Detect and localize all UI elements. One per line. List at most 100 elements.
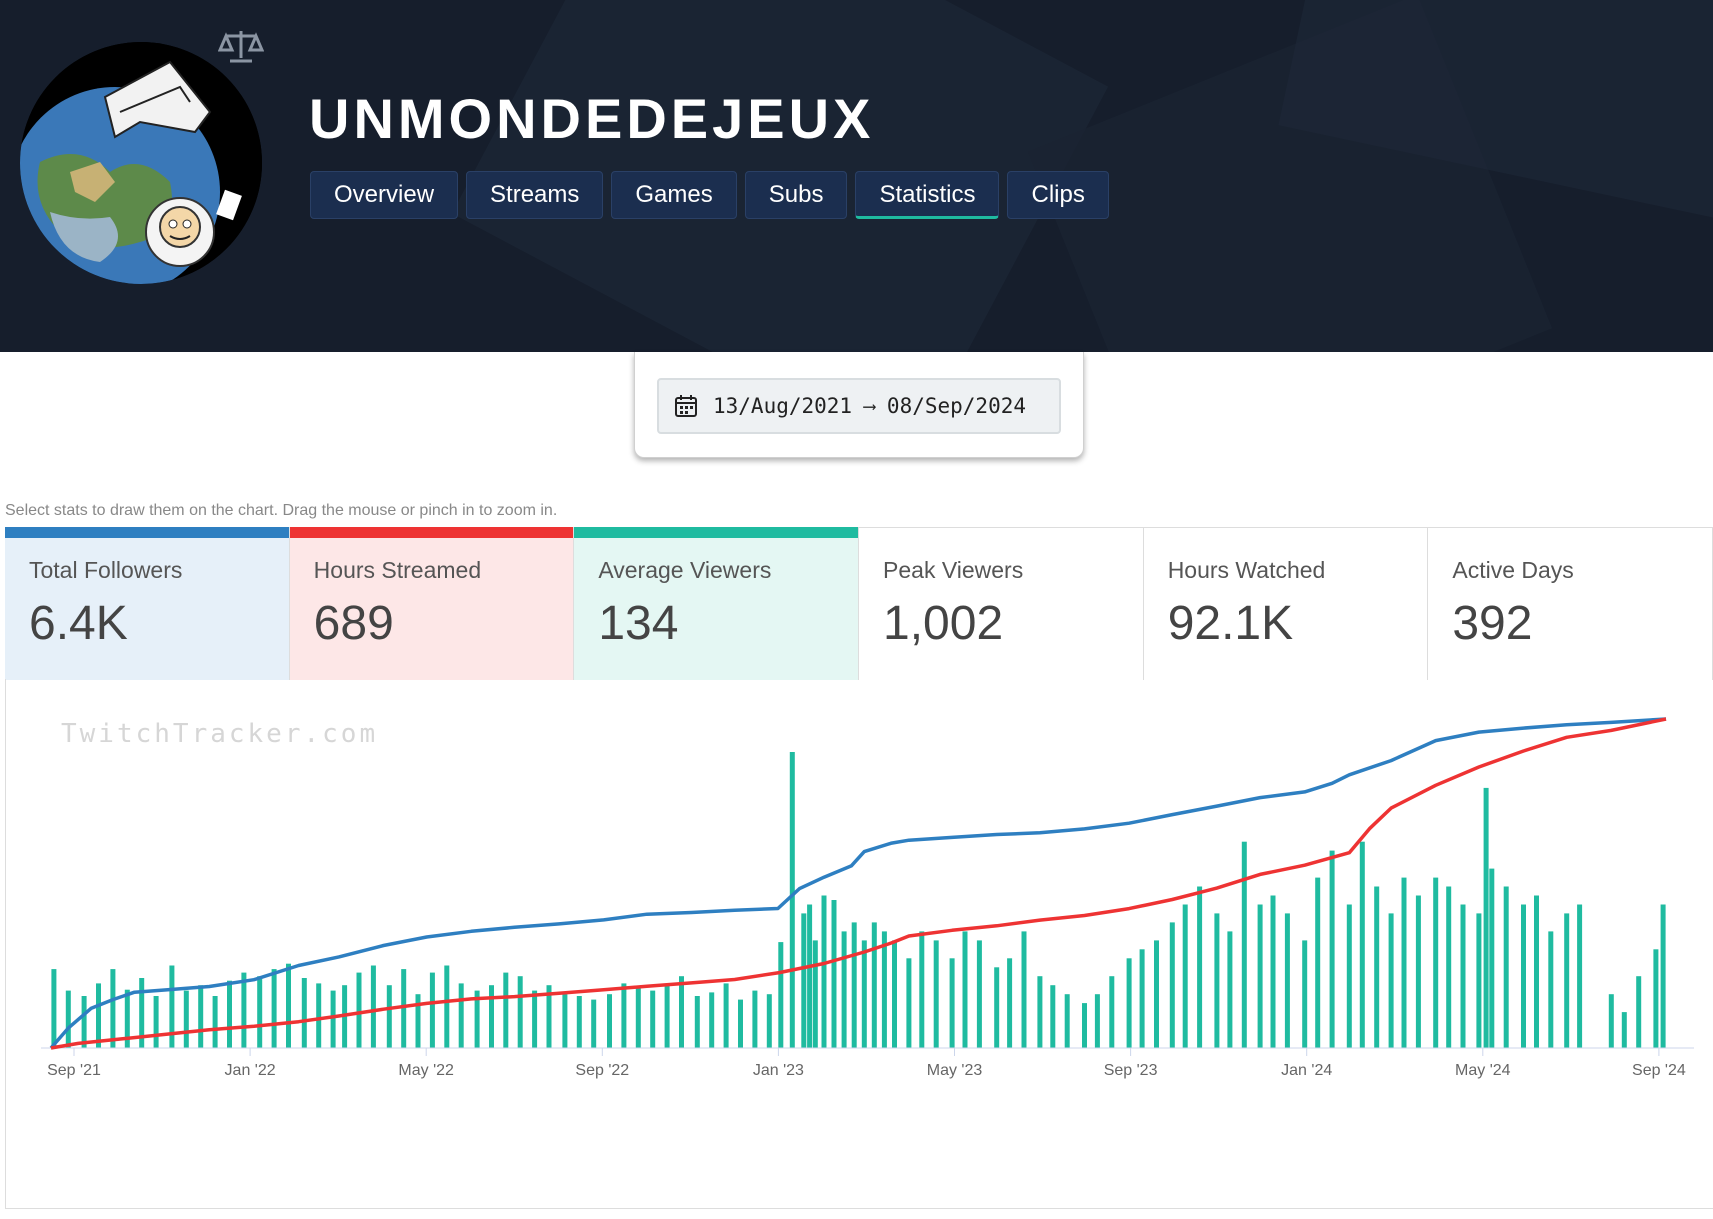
chart-bar[interactable] xyxy=(96,983,101,1048)
chart-bar[interactable] xyxy=(871,922,877,1048)
chart-bar[interactable] xyxy=(65,990,71,1048)
chart-bar[interactable] xyxy=(1503,886,1509,1049)
chart-bar[interactable] xyxy=(851,922,857,1048)
stat-peak-viewers[interactable]: Peak Viewers 1,002 xyxy=(859,528,1144,680)
chart-bar[interactable] xyxy=(1126,958,1132,1048)
chart-bar[interactable] xyxy=(1564,913,1570,1048)
stat-hours-streamed[interactable]: Hours Streamed 689 xyxy=(289,527,575,680)
stat-active-days[interactable]: Active Days 392 xyxy=(1428,528,1713,680)
chart-bar[interactable] xyxy=(81,996,87,1048)
chart-bar[interactable] xyxy=(1302,940,1308,1048)
chart-bar[interactable] xyxy=(841,931,847,1048)
chart-bar[interactable] xyxy=(562,994,568,1048)
chart-bar[interactable] xyxy=(444,965,450,1049)
chart-bar[interactable] xyxy=(591,999,597,1048)
chart-bar[interactable] xyxy=(1139,949,1145,1048)
chart-bar[interactable] xyxy=(635,987,641,1048)
chart-bar[interactable] xyxy=(1284,913,1290,1048)
tab-streams[interactable]: Streams xyxy=(466,171,604,219)
chart-bar[interactable] xyxy=(503,972,509,1048)
chart-bar[interactable] xyxy=(51,969,57,1048)
chart-bar[interactable] xyxy=(124,989,130,1048)
chart-bar[interactable] xyxy=(949,958,955,1048)
chart-bar[interactable] xyxy=(153,996,159,1048)
chart-bar[interactable] xyxy=(1315,877,1321,1048)
chart-bar[interactable] xyxy=(1154,940,1159,1048)
chart-bar[interactable] xyxy=(1577,904,1583,1049)
chart-bar[interactable] xyxy=(1094,994,1100,1048)
chart-bar[interactable] xyxy=(621,983,627,1048)
chart-bar[interactable] xyxy=(881,931,887,1048)
chart-bar[interactable] xyxy=(664,985,670,1048)
chart-bar[interactable] xyxy=(1037,976,1043,1048)
chart-bar[interactable] xyxy=(356,972,362,1048)
chart-bar[interactable] xyxy=(694,996,700,1048)
chart-bar[interactable] xyxy=(1227,931,1233,1048)
chart-bar[interactable] xyxy=(752,990,758,1048)
chart-bar[interactable] xyxy=(807,904,813,1049)
chart-bar[interactable] xyxy=(474,990,480,1048)
chart-bar[interactable] xyxy=(801,913,807,1048)
chart-bar[interactable] xyxy=(1548,931,1554,1048)
stats-chart[interactable]: TwitchTracker.com Sep '21 Jan '22 May '22 S… xyxy=(5,679,1713,1209)
chart-bar[interactable] xyxy=(139,978,145,1048)
chart-bar[interactable] xyxy=(257,976,263,1048)
chart-bar[interactable] xyxy=(370,965,376,1049)
chart-bar[interactable] xyxy=(1636,976,1642,1048)
chart-bar[interactable] xyxy=(766,994,772,1048)
tab-games[interactable]: Games xyxy=(611,171,737,219)
tab-overview[interactable]: Overview xyxy=(310,171,459,219)
chart-bar[interactable] xyxy=(650,990,656,1048)
stat-average-viewers[interactable]: Average Viewers 134 xyxy=(574,527,860,680)
chart-bar[interactable] xyxy=(1374,886,1380,1049)
chart-bar[interactable] xyxy=(994,967,1000,1048)
chart-bar[interactable] xyxy=(1197,886,1203,1049)
chart-bar[interactable] xyxy=(271,969,277,1048)
chart-bar[interactable] xyxy=(679,976,684,1048)
chart-bar[interactable] xyxy=(789,752,795,1048)
chart-bar[interactable] xyxy=(1460,904,1466,1049)
chart-bar[interactable] xyxy=(489,985,494,1048)
stat-hours-watched[interactable]: Hours Watched 92.1K xyxy=(1143,528,1429,680)
chart-bar[interactable] xyxy=(861,940,867,1048)
chart-bar[interactable] xyxy=(1270,895,1276,1049)
chart-bar[interactable] xyxy=(429,972,435,1048)
chart-bar[interactable] xyxy=(778,942,784,1048)
chart-bar[interactable] xyxy=(607,994,612,1048)
chart-bar[interactable] xyxy=(1007,958,1013,1048)
chart-bar[interactable] xyxy=(401,969,407,1048)
chart-bar[interactable] xyxy=(415,994,421,1048)
chart-bar[interactable] xyxy=(110,969,116,1048)
chart-bar[interactable] xyxy=(183,990,189,1048)
chart-bar[interactable] xyxy=(1359,841,1365,1048)
chart-bar[interactable] xyxy=(906,958,912,1048)
chart-bar[interactable] xyxy=(1608,994,1614,1048)
chart-bar[interactable] xyxy=(227,980,232,1048)
date-range-picker[interactable]: 13/Aug/2021 ⟶ 08/Sep/2024 xyxy=(657,378,1061,434)
chart-bar[interactable] xyxy=(1433,877,1439,1048)
chart-bar[interactable] xyxy=(1064,994,1070,1048)
chart-bar[interactable] xyxy=(286,963,291,1048)
stat-total-followers[interactable]: Total Followers 6.4K xyxy=(5,527,290,680)
chart-bar[interactable] xyxy=(738,999,743,1048)
chart-bar[interactable] xyxy=(1082,1003,1087,1048)
chart-bar[interactable] xyxy=(821,895,827,1049)
chart-line-hours-streamed[interactable] xyxy=(50,717,1667,1050)
chart-bar[interactable] xyxy=(212,996,218,1048)
chart-bar[interactable] xyxy=(1415,895,1421,1049)
chart-bar[interactable] xyxy=(892,940,897,1048)
chart-bar[interactable] xyxy=(1182,904,1188,1049)
chart-bar[interactable] xyxy=(1109,976,1115,1048)
chart-bar[interactable] xyxy=(976,940,982,1048)
chart-bar[interactable] xyxy=(532,990,538,1048)
chart-bar[interactable] xyxy=(831,900,837,1048)
chart-bar[interactable] xyxy=(458,983,464,1048)
chart-bar[interactable] xyxy=(919,931,925,1048)
chart-bar[interactable] xyxy=(1660,904,1666,1049)
chart-bar[interactable] xyxy=(517,976,523,1048)
chart-bar[interactable] xyxy=(1476,913,1482,1048)
chart-bar[interactable] xyxy=(1241,841,1247,1048)
chart-bar[interactable] xyxy=(1653,949,1659,1048)
chart-bar[interactable] xyxy=(812,940,818,1048)
chart-bar[interactable] xyxy=(1401,877,1407,1048)
